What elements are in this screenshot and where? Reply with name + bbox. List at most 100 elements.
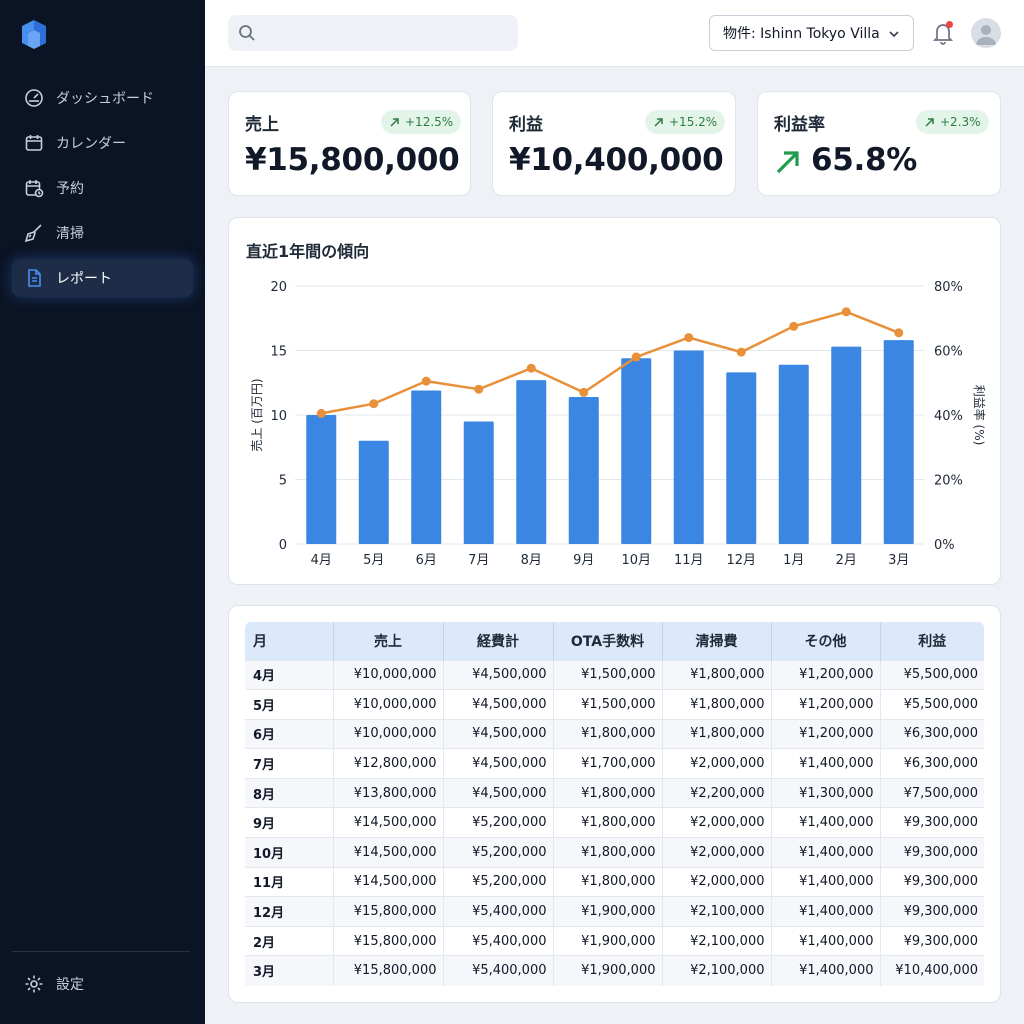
- table-cell: ¥2,000,000: [662, 748, 772, 779]
- table-cell: ¥14,500,000: [333, 837, 444, 868]
- chart-bar: [831, 346, 862, 544]
- user-icon: [976, 25, 996, 45]
- chart-bar: [463, 421, 494, 544]
- table-row: 3月 ¥15,800,000 ¥5,400,000 ¥1,900,000 ¥2,100,…: [245, 955, 984, 986]
- margin-point: [684, 333, 694, 343]
- sidebar-item-cleaning[interactable]: 清掃: [12, 214, 193, 252]
- table-month-cell: 12月: [245, 896, 334, 927]
- table-cell: ¥10,000,000: [333, 689, 444, 720]
- sidebar-item-label: 清掃: [56, 226, 84, 242]
- chevron-down-icon: [889, 31, 899, 38]
- report-table-card: 月売上 経費計 OTA手数料 清掃費 その他 利益 4月 ¥10,000,000 ¥4,500…: [228, 605, 1001, 1003]
- x-tick-label: 5月: [363, 553, 384, 568]
- y-tick-label: 20: [270, 280, 287, 295]
- table-cell: ¥9,300,000: [880, 807, 984, 838]
- sidebar-item-label: ダッシュボード: [56, 91, 154, 107]
- margin-point: [736, 347, 746, 357]
- report-icon: [24, 268, 44, 288]
- table-row: 10月 ¥14,500,000 ¥5,200,000 ¥1,800,000 ¥2,000…: [245, 837, 984, 868]
- sidebar-item-label: レポート: [56, 271, 112, 287]
- y-tick-label: 0: [279, 538, 287, 553]
- bell-icon[interactable]: [932, 21, 954, 45]
- table-header-cell: 売上: [333, 622, 444, 660]
- table-cell: ¥1,500,000: [553, 689, 663, 720]
- chart-bar: [673, 350, 704, 544]
- property-select[interactable]: 物件: Ishinn Tokyo Villa: [709, 15, 914, 51]
- table-cell: ¥1,200,000: [771, 689, 881, 720]
- table-cell: ¥5,500,000: [880, 659, 984, 690]
- margin-point: [421, 376, 431, 386]
- avatar[interactable]: [971, 18, 1001, 48]
- trend-up-icon: [776, 151, 799, 174]
- table-row: 7月 ¥12,800,000 ¥4,500,000 ¥1,700,000 ¥2,000,…: [245, 748, 984, 779]
- arrow-up-right-icon: [654, 117, 663, 127]
- sidebar-item-reports[interactable]: レポート: [12, 259, 193, 297]
- table-cell: ¥1,300,000: [771, 777, 881, 808]
- margin-point: [894, 328, 904, 338]
- kpi-title: 売上: [245, 115, 279, 135]
- kpi-change-badge: +15.2%: [645, 110, 726, 134]
- table-row: 5月 ¥10,000,000 ¥4,500,000 ¥1,500,000 ¥1,800,…: [245, 689, 984, 720]
- sidebar-item-dashboard[interactable]: ダッシュボード: [12, 79, 193, 117]
- table-cell: ¥5,200,000: [443, 837, 554, 868]
- x-tick-label: 4月: [311, 553, 332, 568]
- table-cell: ¥6,300,000: [880, 748, 984, 779]
- chart-bar: [516, 380, 547, 544]
- table-cell: ¥4,500,000: [443, 718, 554, 749]
- kpi-card-profit: 利益 +15.2% ¥10,400,000: [492, 91, 736, 196]
- sidebar-item-calendar[interactable]: カレンダー: [12, 124, 193, 162]
- table-cell: ¥1,400,000: [771, 955, 881, 986]
- table-month-cell: 9月: [245, 807, 334, 838]
- trend-chart: 0 5 10 15 20 0% 20% 40% 60% 80% 売上 (百万円) 利益率 (%) 4月 5…: [249, 280, 987, 568]
- kpi-change-badge: +2.3%: [916, 110, 989, 134]
- search-icon: [239, 25, 255, 41]
- margin-point: [474, 384, 484, 394]
- table-header-cell: 利益: [880, 622, 984, 660]
- notification-dot: [946, 21, 953, 28]
- margin-point: [369, 399, 379, 409]
- trend-chart-card: 直近1年間の傾向 0 5 10 15 20 0% 20% 40% 60% 80% 売上 (百万円) 利…: [228, 217, 1001, 585]
- kpi-value: 65.8%: [811, 142, 918, 178]
- table-cell: ¥1,800,000: [553, 866, 663, 897]
- table-cell: ¥2,100,000: [662, 925, 772, 956]
- table-cell: ¥1,800,000: [662, 718, 772, 749]
- table-row: 2月 ¥15,800,000 ¥5,400,000 ¥1,900,000 ¥2,100,…: [245, 925, 984, 956]
- table-row: 12月 ¥15,800,000 ¥5,400,000 ¥1,900,000 ¥2,100…: [245, 896, 984, 927]
- y2-tick-label: 20%: [934, 474, 963, 489]
- y2-axis-label: 利益率 (%): [972, 385, 987, 446]
- margin-point: [316, 408, 326, 418]
- table-cell: ¥1,900,000: [553, 955, 663, 986]
- table-row: 4月 ¥10,000,000 ¥4,500,000 ¥1,500,000 ¥1,800,…: [245, 659, 984, 690]
- chart-bar: [411, 390, 442, 544]
- table-cell: ¥5,400,000: [443, 955, 554, 986]
- sidebar-item-label: 設定: [56, 977, 84, 993]
- top-header: 物件: Ishinn Tokyo Villa: [205, 0, 1024, 67]
- table-month-cell: 3月: [245, 955, 334, 986]
- table-cell: ¥1,200,000: [771, 718, 881, 749]
- table-row: 9月 ¥14,500,000 ¥5,200,000 ¥1,800,000 ¥2,000,…: [245, 807, 984, 838]
- x-tick-label: 12月: [726, 553, 756, 568]
- table-cell: ¥5,400,000: [443, 925, 554, 956]
- table-cell: ¥9,300,000: [880, 837, 984, 868]
- margin-line: [321, 310, 900, 415]
- x-tick-label: 10月: [621, 553, 651, 568]
- table-month-cell: 7月: [245, 748, 334, 779]
- table-cell: ¥1,800,000: [553, 718, 663, 749]
- sidebar-item-settings[interactable]: 設定: [12, 965, 193, 1003]
- search-input[interactable]: [265, 21, 505, 45]
- table-cell: ¥1,800,000: [553, 777, 663, 808]
- table-month-cell: 4月: [245, 659, 334, 690]
- table-cell: ¥1,800,000: [553, 807, 663, 838]
- table-cell: ¥1,900,000: [553, 925, 663, 956]
- table-month-cell: 11月: [245, 866, 334, 897]
- table-cell: ¥14,500,000: [333, 866, 444, 897]
- sidebar-item-reservations[interactable]: 予約: [12, 169, 193, 207]
- table-month-cell: 5月: [245, 689, 334, 720]
- arrow-up-right-icon: [390, 117, 399, 127]
- y-axis-label: 売上 (百万円): [249, 378, 264, 451]
- y2-tick-label: 0%: [934, 538, 955, 553]
- kpi-value: ¥15,800,000: [245, 142, 460, 178]
- table-cell: ¥12,800,000: [333, 748, 444, 779]
- x-tick-label: 3月: [888, 553, 909, 568]
- table-cell: ¥1,200,000: [771, 659, 881, 690]
